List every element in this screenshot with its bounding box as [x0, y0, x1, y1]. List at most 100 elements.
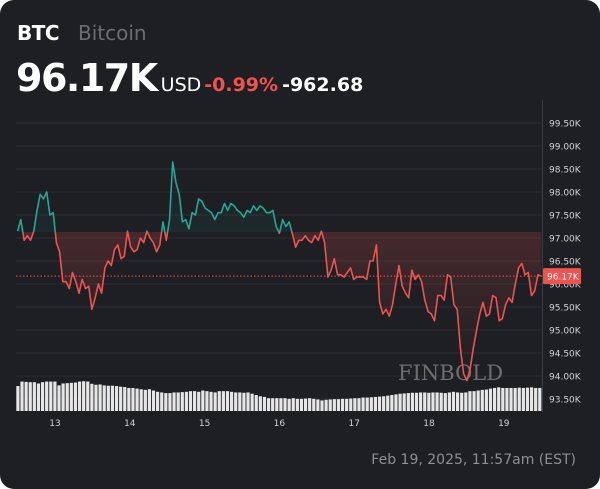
volume-bar	[386, 395, 390, 411]
volume-bar	[77, 381, 82, 411]
y-tick-label: 98.00K	[549, 189, 582, 199]
volume-bar	[394, 394, 398, 411]
volume-bar	[357, 398, 361, 411]
current-price: 96.17K	[16, 56, 158, 100]
y-tick-label: 98.50K	[549, 166, 582, 176]
volume-bar	[139, 389, 143, 411]
finbold-watermark: FINBOLD	[398, 361, 503, 385]
volume-bar	[431, 392, 435, 411]
volume-bar	[529, 387, 534, 411]
volume-bar	[361, 397, 365, 411]
volume-bar	[291, 398, 295, 411]
volume-bar	[312, 398, 316, 411]
volume-bar	[439, 392, 443, 411]
volume-bar	[180, 392, 184, 411]
volume-bar	[332, 399, 336, 411]
volume-bar	[513, 387, 517, 411]
current-price-label: 96.17K	[547, 273, 580, 283]
volume-bar	[250, 393, 254, 411]
volume-bar	[349, 398, 353, 411]
volume-bar	[464, 392, 468, 411]
volume-bar	[275, 398, 279, 411]
volume-bar	[316, 399, 320, 411]
y-tick-label: 99.50K	[549, 120, 582, 130]
volume-bar	[184, 391, 188, 411]
volume-bar	[279, 398, 283, 411]
volume-bar	[472, 391, 476, 411]
timestamp: Feb 19, 2025, 11:57am (EST)	[371, 452, 576, 468]
volume-bar	[32, 382, 36, 411]
volume-bar	[213, 392, 217, 411]
volume-bar	[456, 392, 460, 411]
price-row: 96.17K USD -0.99% -962.68	[16, 56, 363, 100]
x-tick-label: 15	[199, 419, 210, 429]
volume-bar	[217, 391, 221, 411]
volume-bar	[16, 386, 20, 411]
volume-bar	[308, 398, 312, 411]
price-line-down	[21, 232, 542, 382]
volume-bar	[209, 391, 213, 411]
volume-bar	[345, 398, 349, 411]
volume-bar	[135, 388, 139, 411]
volume-bar	[468, 391, 472, 411]
volume-bar	[90, 383, 94, 411]
volume-bar	[377, 396, 382, 411]
volume-bar	[225, 391, 230, 411]
volume-bar	[114, 386, 119, 411]
volume-bar	[303, 398, 308, 411]
volume-bar	[229, 391, 234, 411]
volume-bar	[69, 382, 73, 411]
volume-bar	[254, 395, 258, 411]
area-fill-down	[22, 232, 542, 381]
volume-bar	[151, 390, 156, 411]
volume-bar	[406, 393, 410, 411]
volume-bar	[476, 390, 480, 411]
volume-bar	[242, 392, 246, 411]
volume-bar	[176, 392, 180, 411]
volume-bar	[460, 392, 464, 411]
asset-name: Bitcoin	[78, 21, 147, 45]
volume-bar	[82, 381, 86, 411]
volume-bar	[435, 392, 439, 411]
volume-bar	[49, 381, 53, 411]
volume-bar	[336, 399, 341, 411]
volume-bar	[40, 382, 45, 411]
volume-bar	[538, 387, 542, 411]
volume-bar	[201, 390, 205, 411]
volume-bar	[24, 381, 28, 411]
volume-bar	[484, 389, 488, 411]
y-tick-label: 96.50K	[549, 258, 582, 268]
y-tick-label: 97.50K	[549, 212, 582, 222]
volume-bar	[197, 391, 201, 411]
volume-bar	[480, 389, 484, 411]
volume-bar	[373, 396, 378, 411]
volume-bar	[517, 387, 521, 411]
volume-bar	[147, 389, 152, 411]
volume-bar	[521, 387, 525, 411]
volume-bar	[127, 387, 131, 411]
volume-bar	[258, 396, 262, 411]
volume-bar	[106, 385, 110, 411]
volume-bar	[271, 398, 275, 411]
volume-bar	[340, 398, 345, 411]
volume-bar	[390, 395, 394, 411]
current-price-tag	[543, 268, 581, 285]
volume-bar	[295, 398, 299, 411]
volume-bar	[234, 392, 238, 411]
volume-bar	[353, 398, 357, 411]
volume-bar	[45, 381, 49, 411]
volume-bar	[410, 392, 415, 411]
change-absolute: -962.68	[282, 74, 364, 96]
volume-bar	[193, 391, 197, 411]
volume-bar	[283, 398, 287, 411]
volume-bar	[65, 383, 69, 411]
volume-bar	[534, 387, 538, 411]
y-tick-label: 96.00K	[549, 281, 582, 291]
volume-bar	[423, 392, 427, 411]
volume-bar	[427, 392, 431, 411]
y-tick-label: 93.50K	[549, 396, 582, 406]
volume-bar	[86, 381, 90, 411]
volume-bar	[287, 398, 291, 411]
